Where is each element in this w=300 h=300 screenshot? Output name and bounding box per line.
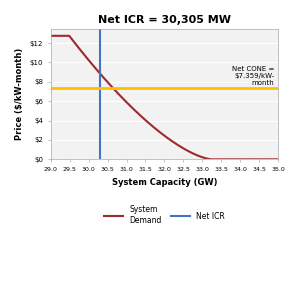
Legend: System
Demand, Net ICR: System Demand, Net ICR — [101, 202, 228, 228]
X-axis label: System Capacity (GW): System Capacity (GW) — [112, 178, 217, 187]
Text: Net CONE =
$7.359/kW-
month: Net CONE = $7.359/kW- month — [232, 66, 274, 86]
Title: Net ICR = 30,305 MW: Net ICR = 30,305 MW — [98, 15, 231, 25]
Y-axis label: Price ($/kW-month): Price ($/kW-month) — [15, 48, 24, 140]
